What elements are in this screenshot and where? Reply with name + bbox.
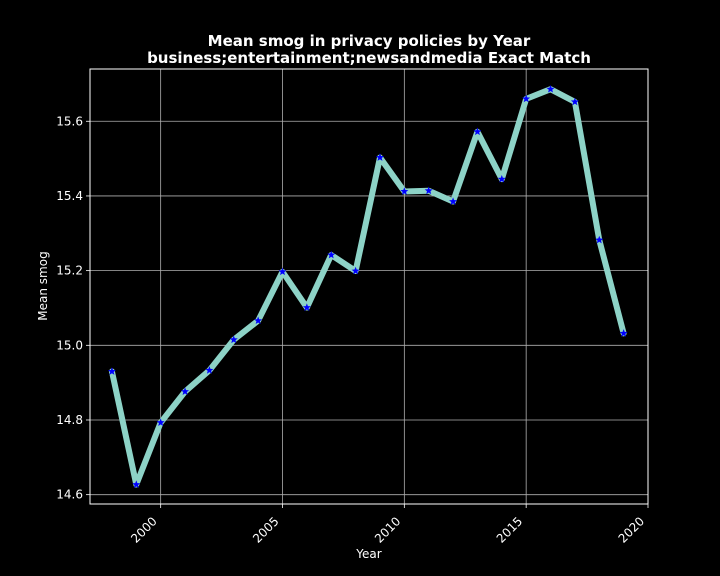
data-point-marker — [156, 418, 165, 426]
chart-title: Mean smog in privacy policies by Year — [208, 32, 531, 50]
data-point-marker — [107, 367, 116, 375]
data-point-marker — [595, 235, 604, 244]
y-tick-label: 15.6 — [56, 114, 83, 128]
data-point-marker — [181, 387, 190, 396]
series-line — [108, 86, 627, 488]
data-point-marker — [205, 366, 214, 374]
data-point-marker — [424, 186, 433, 195]
data-point-marker — [497, 174, 506, 183]
data-point-marker — [132, 480, 141, 488]
series-layer — [107, 84, 628, 488]
data-point-marker — [327, 250, 336, 259]
data-point-marker — [254, 316, 263, 325]
y-tick-label: 14.6 — [56, 488, 83, 502]
chart-subtitle: business;entertainment;newsandmedia Exac… — [147, 49, 591, 67]
data-point-marker — [400, 187, 409, 195]
data-point-marker — [229, 335, 238, 344]
data-point-marker — [302, 303, 311, 311]
x-axis-label: Year — [355, 547, 381, 561]
data-point-marker — [375, 153, 384, 161]
data-point-marker — [473, 127, 482, 136]
y-tick-label: 14.8 — [56, 413, 83, 427]
data-point-marker — [546, 84, 555, 93]
plot-frame — [89, 68, 649, 505]
data-point-marker — [570, 97, 579, 106]
y-axis-label: Mean smog — [36, 251, 50, 320]
data-point-marker — [351, 266, 360, 275]
y-tick-label: 15.0 — [56, 338, 83, 352]
data-point-marker — [278, 267, 287, 276]
data-point-marker — [619, 329, 628, 337]
data-point-marker — [449, 197, 458, 205]
y-tick-label: 15.4 — [56, 189, 83, 203]
data-point-marker — [522, 94, 531, 103]
y-tick-label: 15.2 — [56, 264, 83, 278]
